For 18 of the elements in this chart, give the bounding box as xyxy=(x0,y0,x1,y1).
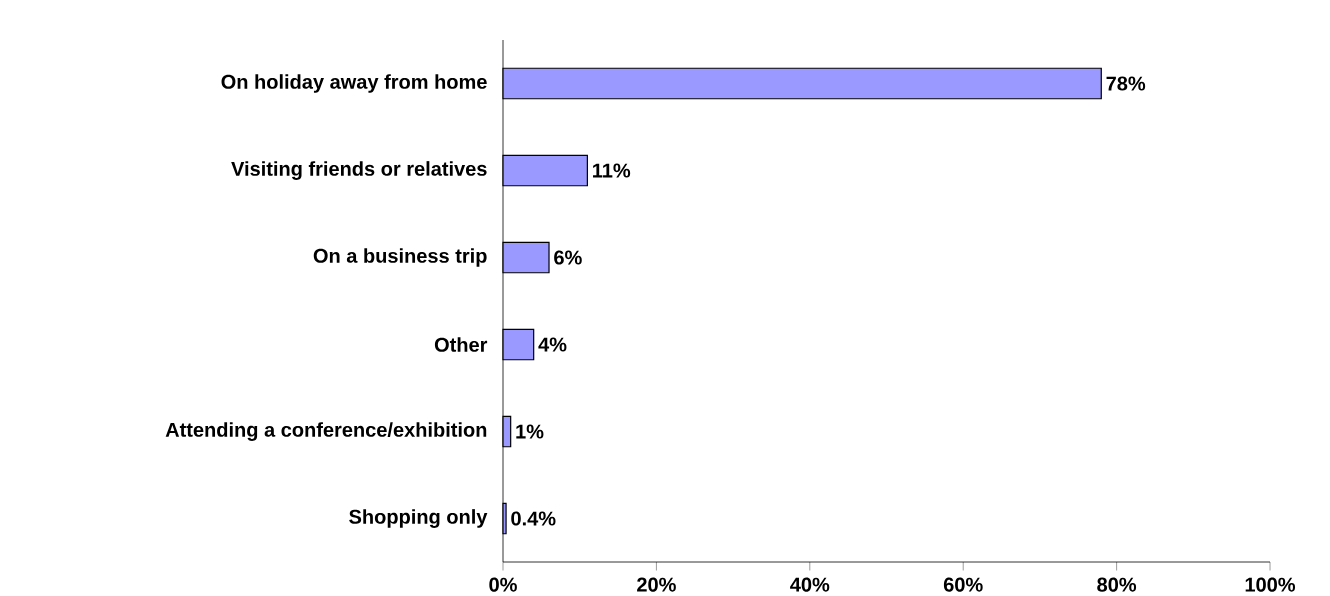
y-tick-label: Shopping only xyxy=(349,509,488,528)
x-tick-label: 40% xyxy=(790,577,830,592)
x-tick-label: 60% xyxy=(943,577,983,592)
y-tick-label: On a business trip xyxy=(313,248,487,267)
y-tick-label: Other xyxy=(434,337,488,352)
x-tick-label: 80% xyxy=(1097,577,1137,592)
data-label: 4% xyxy=(538,337,567,352)
x-tick-label: 20% xyxy=(637,577,676,592)
data-label: 6% xyxy=(554,250,582,265)
data-label: 11% xyxy=(593,163,631,178)
y-tick-label: On holiday away from home xyxy=(221,74,487,93)
x-tick-label: 100% xyxy=(1245,577,1296,592)
data-label: 1% xyxy=(516,424,544,439)
y-tick-label: Visiting friends or relatives xyxy=(231,161,487,180)
data-label: 78% xyxy=(1106,76,1146,91)
data-label: 0.4% xyxy=(511,511,556,526)
y-tick-label: Attending a conference/exhibition xyxy=(165,422,487,441)
x-tick-label: 0% xyxy=(489,577,517,592)
